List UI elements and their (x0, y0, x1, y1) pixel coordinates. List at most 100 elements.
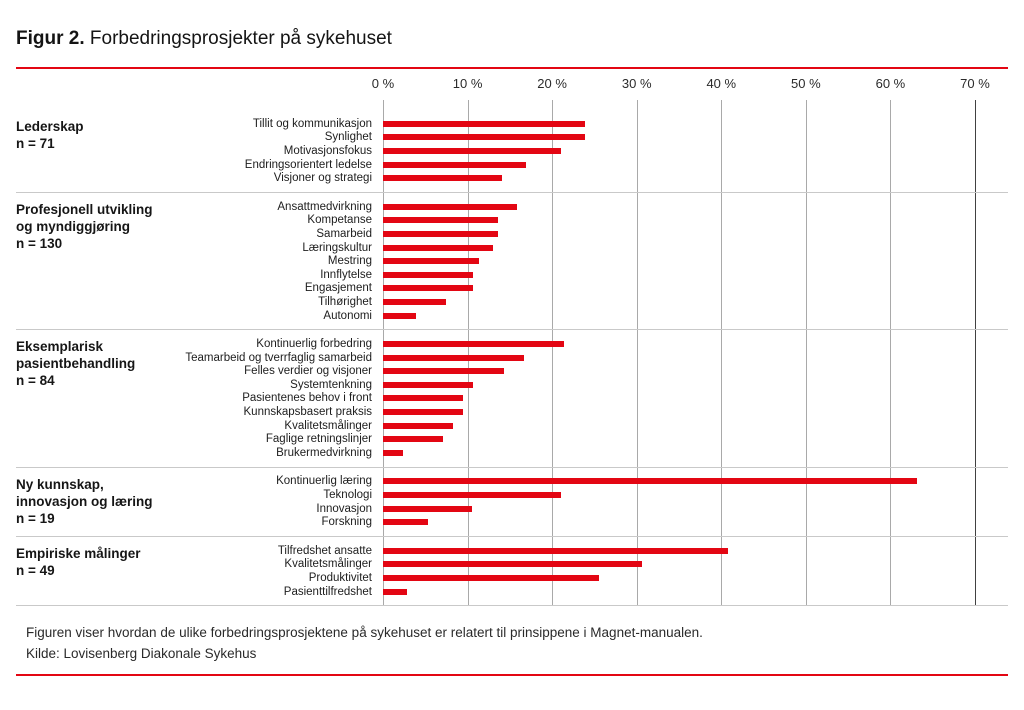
chart-group: Eksemplarisk pasientbehandling n = 84 Konti… (16, 330, 1008, 468)
group-rows: Tilfredshet ansatte Kvalitetsmålinger Prod… (166, 544, 1008, 598)
bar (383, 436, 444, 443)
bar (383, 588, 407, 595)
bar-row: Pasienttilfredshet (166, 585, 1008, 599)
bar-row: Læringskultur (166, 241, 1008, 255)
bar-label: Tilhørighet (318, 295, 372, 308)
bar-row: Produktivitet (166, 571, 1008, 585)
bar-row: Endringsorientert ledelse (166, 158, 1008, 172)
bar-track (383, 241, 1008, 255)
bar-label: Felles verdier og visjoner (244, 365, 372, 378)
group-label: Lederskap n = 71 (16, 118, 166, 152)
axis-header: 0 % 10 % 20 % 30 % 40 % 50 % 60 % 70 % (16, 69, 1008, 110)
bar-label: Ansattmedvirkning (277, 200, 372, 213)
bar-track (383, 515, 1008, 529)
bar-track (383, 405, 1008, 419)
bar-track (383, 392, 1008, 406)
bar-track (383, 544, 1008, 558)
bar-row: Motivasjonsfokus (166, 144, 1008, 158)
bar-track (383, 585, 1008, 599)
bar (383, 312, 416, 319)
bar (383, 161, 526, 168)
bar (383, 422, 454, 429)
bar-track (383, 475, 1008, 489)
bar-label: Innflytelse (320, 268, 372, 281)
bar-row: Mestring (166, 254, 1008, 268)
bar-row: Systemtenkning (166, 378, 1008, 392)
bar-label: Systemtenkning (290, 378, 372, 391)
bar (383, 409, 464, 416)
chart-body: Lederskap n = 71 Tillit og kommunikasjon Sy… (16, 100, 1008, 607)
figure-title-text: Forbedringsprosjekter på sykehuset (89, 28, 392, 49)
bar-row: Felles verdier og visjoner (166, 365, 1008, 379)
bar (383, 203, 517, 210)
bar-row: Innflytelse (166, 268, 1008, 282)
axis-tick-label: 60 % (875, 76, 906, 91)
bar-row: Synlighet (166, 131, 1008, 145)
bar-track (383, 254, 1008, 268)
bar (383, 258, 479, 265)
bar (383, 217, 498, 224)
bar-track (383, 337, 1008, 351)
bar (383, 381, 474, 388)
bar-track (383, 432, 1008, 446)
bar-label: Visjoner og strategi (273, 172, 372, 185)
bar-track (383, 200, 1008, 214)
bottom-red-rule (16, 674, 1008, 677)
group-n-label: n = 19 (16, 510, 55, 526)
group-label: Empiriske målinger n = 49 (16, 545, 166, 579)
bar-track (383, 214, 1008, 228)
bar (383, 547, 729, 554)
group-label: Profesjonell utvikling og myndiggjøring n … (16, 201, 166, 252)
bar-row: Faglige retningslinjer (166, 432, 1008, 446)
group-label-col: Ny kunnskap, innovasjon og læring n = 19 (16, 475, 166, 529)
bar-label: Kunnskapsbasert praksis (243, 406, 372, 419)
bar-label: Tillit og kommunikasjon (252, 117, 372, 130)
group-label-col: Lederskap n = 71 (16, 117, 166, 185)
group-label-col: Eksemplarisk pasientbehandling n = 84 (16, 337, 166, 459)
group-label: Eksemplarisk pasientbehandling n = 84 (16, 338, 166, 389)
bar-row: Kunnskapsbasert praksis (166, 405, 1008, 419)
bar-track (383, 351, 1008, 365)
bar-row: Pasientenes behov i front (166, 392, 1008, 406)
bar-track (383, 488, 1008, 502)
bar-label: Pasientenes behov i front (242, 392, 372, 405)
bar-track (383, 378, 1008, 392)
bar (383, 561, 642, 568)
group-rows: Kontinuerlig forbedring Teamarbeid og tve… (166, 337, 1008, 459)
bar-track (383, 117, 1008, 131)
bar (383, 134, 586, 141)
bar (383, 575, 599, 582)
bar-label: Engasjement (304, 282, 372, 295)
bar-label: Motivasjonsfokus (283, 144, 372, 157)
bar-row: Samarbeid (166, 227, 1008, 241)
bar-track (383, 446, 1008, 460)
bar-label: Innovasjon (316, 502, 372, 515)
bar-track (383, 502, 1008, 516)
axis-tick-label: 10 % (452, 76, 483, 91)
bar (383, 285, 474, 292)
bar-row: Tillit og kommunikasjon (166, 117, 1008, 131)
axis-tick-label: 0 % (371, 76, 395, 91)
bar-track (383, 365, 1008, 379)
bar-row: Autonomi (166, 309, 1008, 323)
axis-tick-label: 50 % (791, 76, 821, 91)
bar-track (383, 558, 1008, 572)
bar (383, 519, 428, 526)
bar-row: Teamarbeid og tverrfaglig samarbeid (166, 351, 1008, 365)
group-rows: Tillit og kommunikasjon Synlighet Motivasj… (166, 117, 1008, 185)
bar-row: Brukermedvirkning (166, 446, 1008, 460)
bar-track (383, 131, 1008, 145)
bar-row: Kontinuerlig forbedring (166, 337, 1008, 351)
group-n-label: n = 84 (16, 373, 55, 389)
bar-track (383, 171, 1008, 185)
bar (383, 341, 564, 348)
bar-track (383, 227, 1008, 241)
bar-row: Tilhørighet (166, 295, 1008, 309)
bar-track (383, 282, 1008, 296)
group-label-col: Empiriske målinger n = 49 (16, 544, 166, 598)
group-label-col: Profesjonell utvikling og myndiggjøring n … (16, 200, 166, 322)
chart-group: Empiriske målinger n = 49 Tilfredshet ansa… (16, 537, 1008, 607)
bar-label: Mestring (327, 255, 372, 268)
bar-row: Forskning (166, 515, 1008, 529)
